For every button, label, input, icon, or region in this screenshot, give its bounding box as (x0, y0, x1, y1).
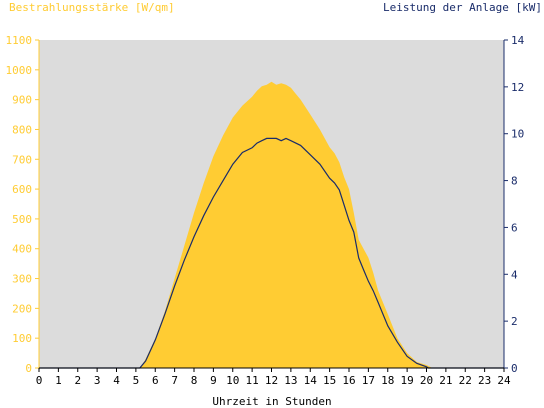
x-axis-title: Uhrzeit in Stunden (212, 395, 332, 408)
x-tick-label: 18 (381, 374, 394, 387)
x-tick-label: 16 (342, 374, 355, 387)
x-tick-label: 12 (265, 374, 278, 387)
x-tick-label: 10 (226, 374, 239, 387)
x-tick-label: 14 (304, 374, 318, 387)
left-axis-title: Bestrahlungsstärke [W/qm] (9, 1, 175, 14)
x-tick-label: 7 (171, 374, 178, 387)
x-tick-label: 3 (94, 374, 101, 387)
left-tick-label: 300 (12, 273, 32, 286)
left-tick-label: 1000 (6, 64, 33, 77)
left-tick-label: 400 (12, 243, 32, 256)
x-tick-label: 1 (55, 374, 62, 387)
right-axis-title: Leistung der Anlage [kW] (383, 1, 542, 14)
x-tick-label: 8 (191, 374, 198, 387)
right-tick-label: 8 (511, 175, 518, 188)
x-tick-label: 22 (459, 374, 472, 387)
left-tick-label: 200 (12, 302, 32, 315)
right-tick-label: 2 (511, 315, 518, 328)
x-tick-label: 9 (210, 374, 217, 387)
x-tick-label: 21 (439, 374, 452, 387)
x-tick-label: 0 (36, 374, 43, 387)
left-tick-label: 600 (12, 183, 32, 196)
right-tick-label: 0 (511, 362, 518, 375)
x-tick-label: 13 (284, 374, 297, 387)
left-tick-label: 500 (12, 213, 32, 226)
right-tick-label: 6 (511, 221, 518, 234)
x-tick-label: 23 (478, 374, 491, 387)
x-tick-label: 15 (323, 374, 336, 387)
left-tick-label: 900 (12, 94, 32, 107)
left-tick-label: 0 (25, 362, 32, 375)
irradiance-area (39, 81, 504, 368)
power-line (39, 137, 504, 369)
left-tick-label: 1100 (6, 34, 33, 47)
left-tick-label: 100 (12, 332, 32, 345)
x-tick-label: 17 (362, 374, 375, 387)
x-tick-label: 2 (74, 374, 81, 387)
x-tick-label: 19 (401, 374, 414, 387)
x-tick-label: 11 (246, 374, 259, 387)
right-tick-label: 4 (511, 268, 518, 281)
left-tick-label: 800 (12, 123, 32, 136)
left-tick-label: 700 (12, 153, 32, 166)
x-tick-label: 4 (113, 374, 120, 387)
x-tick-label: 24 (497, 374, 511, 387)
x-tick-label: 20 (420, 374, 433, 387)
x-tick-label: 6 (152, 374, 159, 387)
right-tick-label: 14 (511, 34, 525, 47)
right-tick-label: 12 (511, 81, 524, 94)
x-tick-label: 5 (133, 374, 140, 387)
right-tick-label: 10 (511, 128, 524, 141)
